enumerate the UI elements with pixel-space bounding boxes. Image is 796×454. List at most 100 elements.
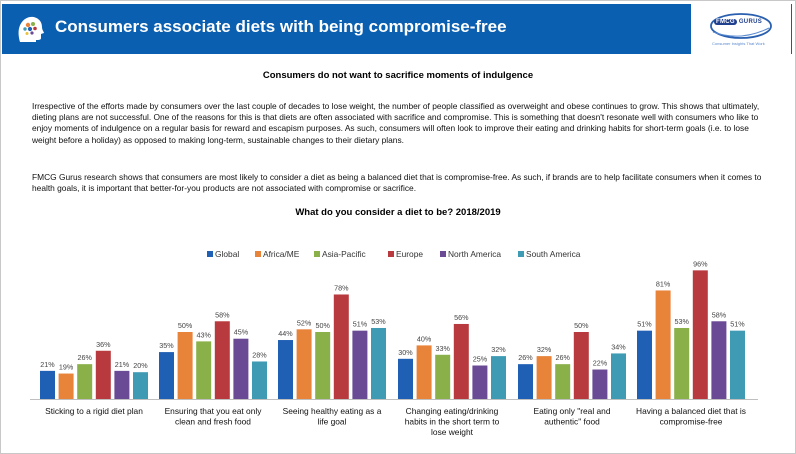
data-label-5-1: 26% [518,353,533,362]
data-label-1-6: 20% [133,361,148,370]
bar-4-5 [472,365,488,399]
data-label-3-2: 52% [297,318,312,327]
legend-label-6: South America [526,249,581,259]
data-label-6-6: 51% [730,320,745,329]
legend-label-2: Africa/ME [263,249,300,259]
data-label-2-3: 43% [197,330,212,339]
data-label-5-2: 32% [537,345,552,354]
data-label-1-5: 21% [115,360,130,369]
bar-2-5 [233,338,249,399]
data-label-6-1: 51% [637,320,652,329]
bar-5-3 [555,364,571,399]
data-label-1-3: 26% [78,353,93,362]
legend-swatch-3 [314,251,320,257]
legend-swatch-4 [388,251,394,257]
section-subtitle: Consumers do not want to sacrifice momen… [262,70,534,81]
bar-5-6 [611,353,626,399]
legend-swatch-2 [255,251,261,257]
data-label-2-1: 35% [159,341,174,350]
data-label-4-5: 25% [473,355,488,364]
legend-label-3: Asia-Pacific [322,249,366,259]
data-label-6-5: 58% [712,310,727,319]
data-label-5-4: 50% [574,321,589,330]
data-label-3-6: 53% [371,317,386,326]
bar-4-3 [435,354,451,399]
bar-1-2 [58,373,74,399]
bar-3-3 [315,332,331,399]
data-label-1-4: 36% [96,340,111,349]
legend-swatch-5 [440,251,446,257]
bar-6-6 [730,330,745,399]
bar-6-4 [692,270,708,399]
data-label-6-4: 96% [693,259,708,268]
bar-5-1 [518,364,533,399]
data-label-1-2: 19% [59,363,74,372]
bar-6-2 [655,290,671,399]
bar-5-5 [592,369,608,399]
legend-label-1: Global [215,249,239,259]
bar-1-1 [40,370,55,399]
bar-1-3 [77,364,93,399]
data-label-2-4: 58% [215,310,230,319]
body-paragraph-1: Irrespective of the efforts made by cons… [32,101,760,145]
data-label-4-1: 30% [398,348,413,357]
page-title: Consumers associate diets with being com… [55,17,507,36]
bar-2-2 [177,332,193,399]
bar-4-6 [491,356,506,399]
header-bar: Consumers associate diets with being com… [2,4,792,54]
data-label-4-6: 32% [491,345,506,354]
legend-label-4: Europe [396,249,423,259]
body-paragraph-2: FMCG Gurus research shows that consumers… [32,172,762,194]
bar-1-4 [95,350,111,399]
bar-3-1 [278,340,293,399]
bar-3-5 [352,330,368,399]
data-label-2-5: 45% [234,328,249,337]
bar-2-1 [159,352,174,399]
logo-swoosh-icon [710,13,772,39]
category-label-3: Seeing healthy eating as a life goal [283,406,382,427]
bar-5-4 [573,332,589,399]
legend-swatch-6 [518,251,524,257]
data-label-3-4: 78% [334,283,349,292]
chart-title: What do you consider a diet to be? 2018/… [295,207,501,218]
legend-label-5: North America [448,249,501,259]
data-label-5-6: 34% [611,342,626,351]
data-label-3-3: 50% [316,321,331,330]
data-label-5-3: 26% [556,353,571,362]
data-label-6-3: 53% [675,317,690,326]
data-label-6-2: 81% [656,279,671,288]
bar-4-2 [416,345,432,399]
data-label-4-4: 56% [454,313,469,322]
category-label-2: Ensuring that you eat only clean and fres… [165,406,263,427]
data-label-2-2: 50% [178,321,193,330]
data-label-4-2: 40% [417,334,432,343]
data-label-4-3: 33% [436,344,451,353]
head-profile-icon [18,16,44,42]
data-label-1-1: 21% [40,360,55,369]
logo-tagline: Consumer Insights That Work [712,41,765,46]
bar-2-3 [196,341,212,399]
category-label-6: Having a balanced diet that is compromise… [636,406,746,427]
bar-2-4 [214,321,230,399]
category-label-1: Sticking to a rigid diet plan [45,406,143,416]
logo-text: FMCG GURUS [714,19,763,25]
category-label-4: Changing eating/drinking habits in the sh… [405,406,500,437]
bar-6-5 [711,321,727,399]
bar-1-6 [133,372,148,399]
bar-3-2 [296,329,312,399]
data-label-5-5: 22% [593,359,608,368]
bar-3-4 [333,294,349,399]
bar-4-4 [453,323,469,399]
bar-6-3 [674,327,690,399]
brand-logo [691,4,791,54]
category-label-5: Eating only "real and authentic" food [533,406,610,427]
data-label-3-1: 44% [278,329,293,338]
bar-1-5 [114,370,130,399]
bar-5-2 [536,356,552,399]
bar-4-1 [398,358,413,399]
bar-2-6 [252,361,267,399]
data-label-3-5: 51% [353,320,368,329]
bar-3-6 [371,327,386,399]
bar-6-1 [637,330,652,399]
